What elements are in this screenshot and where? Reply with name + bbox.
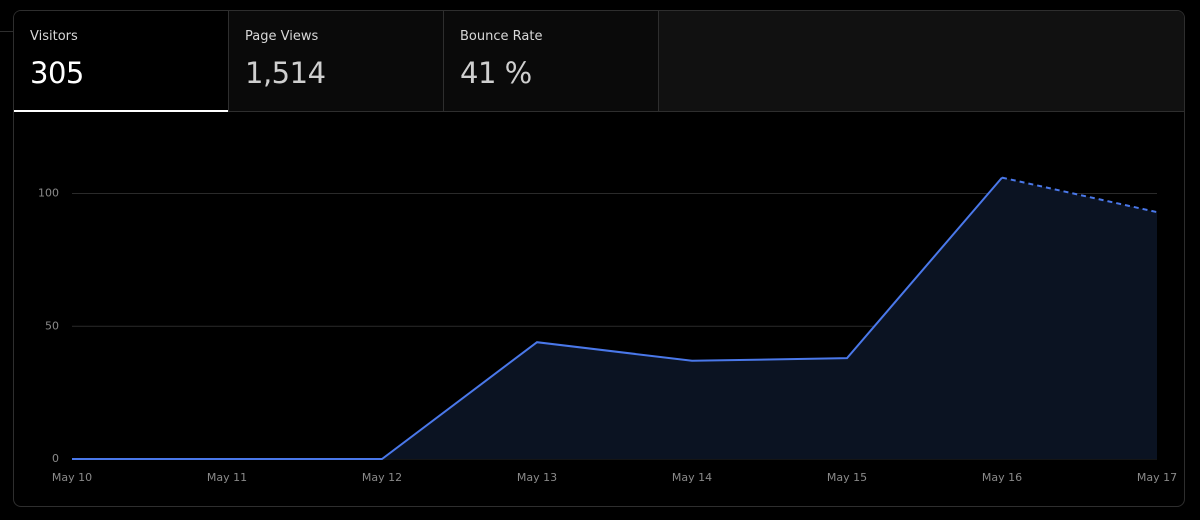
- tab-value: 1,514: [245, 56, 326, 90]
- x-tick-label: May 14: [672, 471, 712, 484]
- x-tick-label: May 10: [52, 471, 92, 484]
- x-tick-label: May 13: [517, 471, 557, 484]
- x-tick-label: May 16: [982, 471, 1022, 484]
- tab-bar: Visitors 305 Page Views 1,514 Bounce Rat…: [14, 11, 1184, 112]
- line: [72, 176, 1003, 460]
- tab[interactable]: Visitors 305: [14, 11, 229, 112]
- y-tick-label: 0: [52, 452, 59, 465]
- tab[interactable]: Page Views 1,514: [229, 11, 444, 111]
- tab-value: 41 %: [460, 56, 532, 90]
- area: [72, 177, 1157, 460]
- tab[interactable]: Bounce Rate 41 %: [444, 11, 659, 111]
- x-tick-label: May 12: [362, 471, 402, 484]
- tab-label: Visitors: [30, 29, 78, 44]
- y-tick-label: 50: [45, 319, 59, 332]
- tab-label: Bounce Rate: [460, 29, 543, 44]
- tab-value: 305: [30, 56, 84, 90]
- x-tick-label: May 11: [207, 471, 247, 484]
- x-tick-label: May 17: [1137, 471, 1177, 484]
- divider: [0, 31, 13, 32]
- x-tick-label: May 15: [827, 471, 867, 484]
- tab-label: Page Views: [245, 29, 319, 44]
- y-tick-label: 100: [38, 187, 59, 200]
